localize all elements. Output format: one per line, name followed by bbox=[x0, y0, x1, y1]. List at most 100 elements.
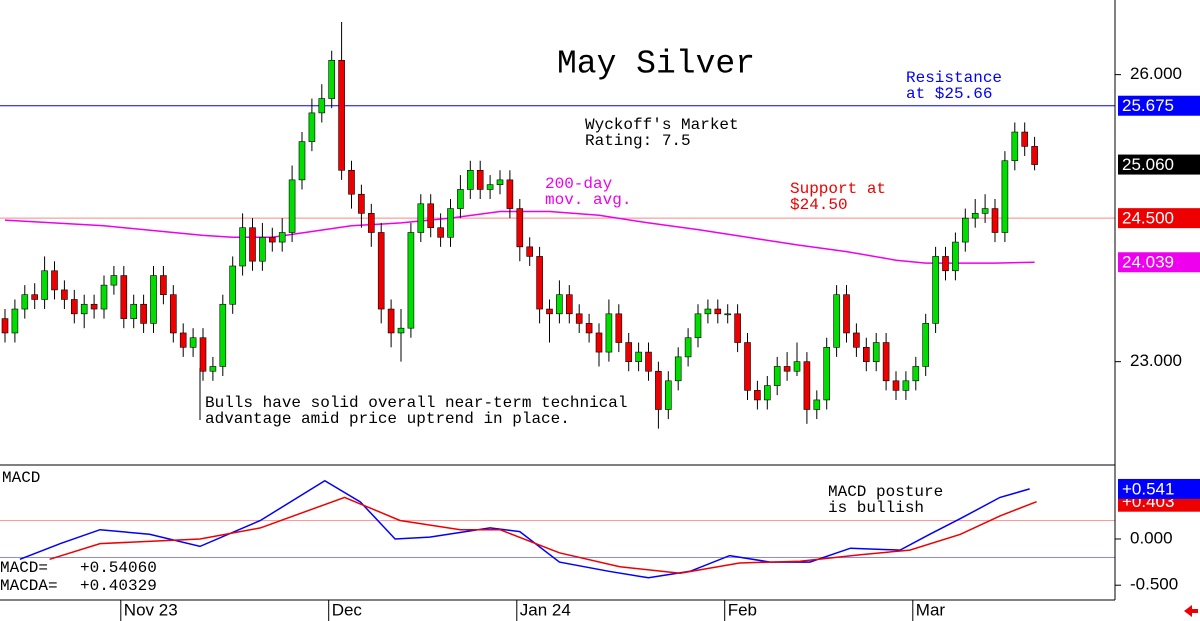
candle-body bbox=[704, 308, 712, 315]
candle-body bbox=[783, 366, 791, 372]
candle-body bbox=[209, 366, 217, 372]
price-label: 25.675 bbox=[1122, 96, 1174, 115]
panel-title: MACD bbox=[2, 469, 40, 487]
candle-body bbox=[546, 308, 553, 315]
candle-body bbox=[813, 399, 821, 410]
candle-body bbox=[575, 313, 583, 324]
candle-body bbox=[397, 327, 405, 334]
candle-body bbox=[724, 313, 732, 316]
candle-body bbox=[476, 170, 484, 190]
candle-body bbox=[496, 179, 504, 185]
candle-body bbox=[853, 332, 860, 348]
candle-body bbox=[328, 59, 336, 99]
candle-body bbox=[833, 294, 840, 348]
annotation: advantage amid price uptrend in place. bbox=[205, 410, 570, 428]
candle-body bbox=[595, 332, 603, 353]
candle-body bbox=[991, 208, 999, 233]
candle-body bbox=[80, 303, 88, 315]
candle-body bbox=[308, 112, 316, 142]
candle-body bbox=[31, 294, 39, 300]
candle-body bbox=[1011, 131, 1019, 162]
candle-body bbox=[259, 236, 266, 262]
candle-body bbox=[229, 265, 236, 305]
candle-body bbox=[556, 294, 563, 315]
candle-body bbox=[516, 208, 524, 248]
candle-body bbox=[189, 337, 197, 348]
candle-body bbox=[140, 303, 147, 324]
candle-body bbox=[912, 366, 920, 382]
candle-body bbox=[100, 284, 108, 310]
candle-body bbox=[199, 337, 207, 372]
candle-body bbox=[466, 170, 474, 190]
candle-body bbox=[942, 256, 949, 272]
candle-body bbox=[625, 342, 633, 362]
candle-body bbox=[179, 332, 187, 348]
macd-line bbox=[19, 479, 1030, 579]
y-tick-label: 23.000 bbox=[1130, 351, 1182, 370]
price-label-box bbox=[1118, 95, 1200, 116]
candle-body bbox=[427, 203, 435, 229]
candle-body bbox=[457, 189, 464, 209]
candle-body bbox=[536, 256, 543, 310]
candle-body bbox=[367, 213, 375, 233]
candle-body bbox=[754, 390, 761, 401]
price-label: 24.500 bbox=[1122, 209, 1174, 228]
macd-line bbox=[49, 496, 1037, 574]
y-tick-label: 0.000 bbox=[1130, 528, 1173, 547]
candle-body bbox=[150, 275, 157, 324]
annotation: Support at bbox=[790, 180, 886, 198]
candle-body bbox=[61, 289, 68, 300]
candle-body bbox=[120, 275, 128, 319]
candle-body bbox=[506, 179, 514, 209]
candle-body bbox=[655, 370, 662, 410]
annotation: $24.50 bbox=[790, 196, 848, 214]
candle-body bbox=[417, 203, 425, 233]
candle-body bbox=[298, 141, 306, 181]
scroll-arrow bbox=[1184, 605, 1198, 617]
candle-body bbox=[447, 208, 454, 238]
annotation: Resistance bbox=[906, 69, 1002, 87]
candle-body bbox=[239, 227, 246, 267]
chart-title: May Silver bbox=[557, 46, 755, 83]
candle-body bbox=[763, 385, 771, 401]
price-label: 24.039 bbox=[1122, 253, 1174, 272]
candle-body bbox=[249, 227, 256, 262]
candle-body bbox=[645, 351, 652, 372]
candle-body bbox=[882, 342, 890, 382]
annotation: mov. avg. bbox=[545, 191, 631, 209]
candle-body bbox=[318, 98, 326, 114]
candle-body bbox=[21, 294, 29, 310]
candle-body bbox=[288, 179, 296, 233]
candle-body bbox=[338, 59, 345, 171]
candle-body bbox=[160, 275, 167, 295]
candle-body bbox=[486, 184, 494, 190]
candle-body bbox=[664, 380, 672, 410]
candle-body bbox=[130, 303, 137, 319]
annotation: MACD posture bbox=[828, 483, 943, 501]
candle-body bbox=[565, 294, 573, 315]
candle-body bbox=[843, 294, 850, 334]
candle-body bbox=[348, 170, 355, 195]
candle-body bbox=[110, 275, 118, 286]
candle-body bbox=[437, 227, 444, 238]
candle-body bbox=[952, 241, 959, 272]
candle-body bbox=[1, 318, 9, 334]
x-tick-label: Dec bbox=[332, 600, 363, 619]
candle-body bbox=[278, 232, 286, 243]
annotation: Wyckoff's Market bbox=[585, 116, 739, 134]
annotation: at $25.66 bbox=[906, 85, 992, 103]
candle-body bbox=[1021, 131, 1029, 147]
annotation: is bullish bbox=[828, 499, 924, 517]
candle-body bbox=[932, 256, 939, 324]
x-tick-label: Feb bbox=[728, 600, 757, 619]
candle-body bbox=[674, 356, 682, 382]
candle-body bbox=[892, 380, 900, 391]
candle-body bbox=[981, 208, 989, 214]
annotation: Rating: 7.5 bbox=[585, 132, 691, 150]
price-label-box bbox=[1118, 478, 1200, 499]
candle-body bbox=[585, 323, 593, 334]
candle-body bbox=[90, 303, 98, 310]
candle-body bbox=[803, 361, 811, 410]
candle-body bbox=[358, 193, 365, 214]
